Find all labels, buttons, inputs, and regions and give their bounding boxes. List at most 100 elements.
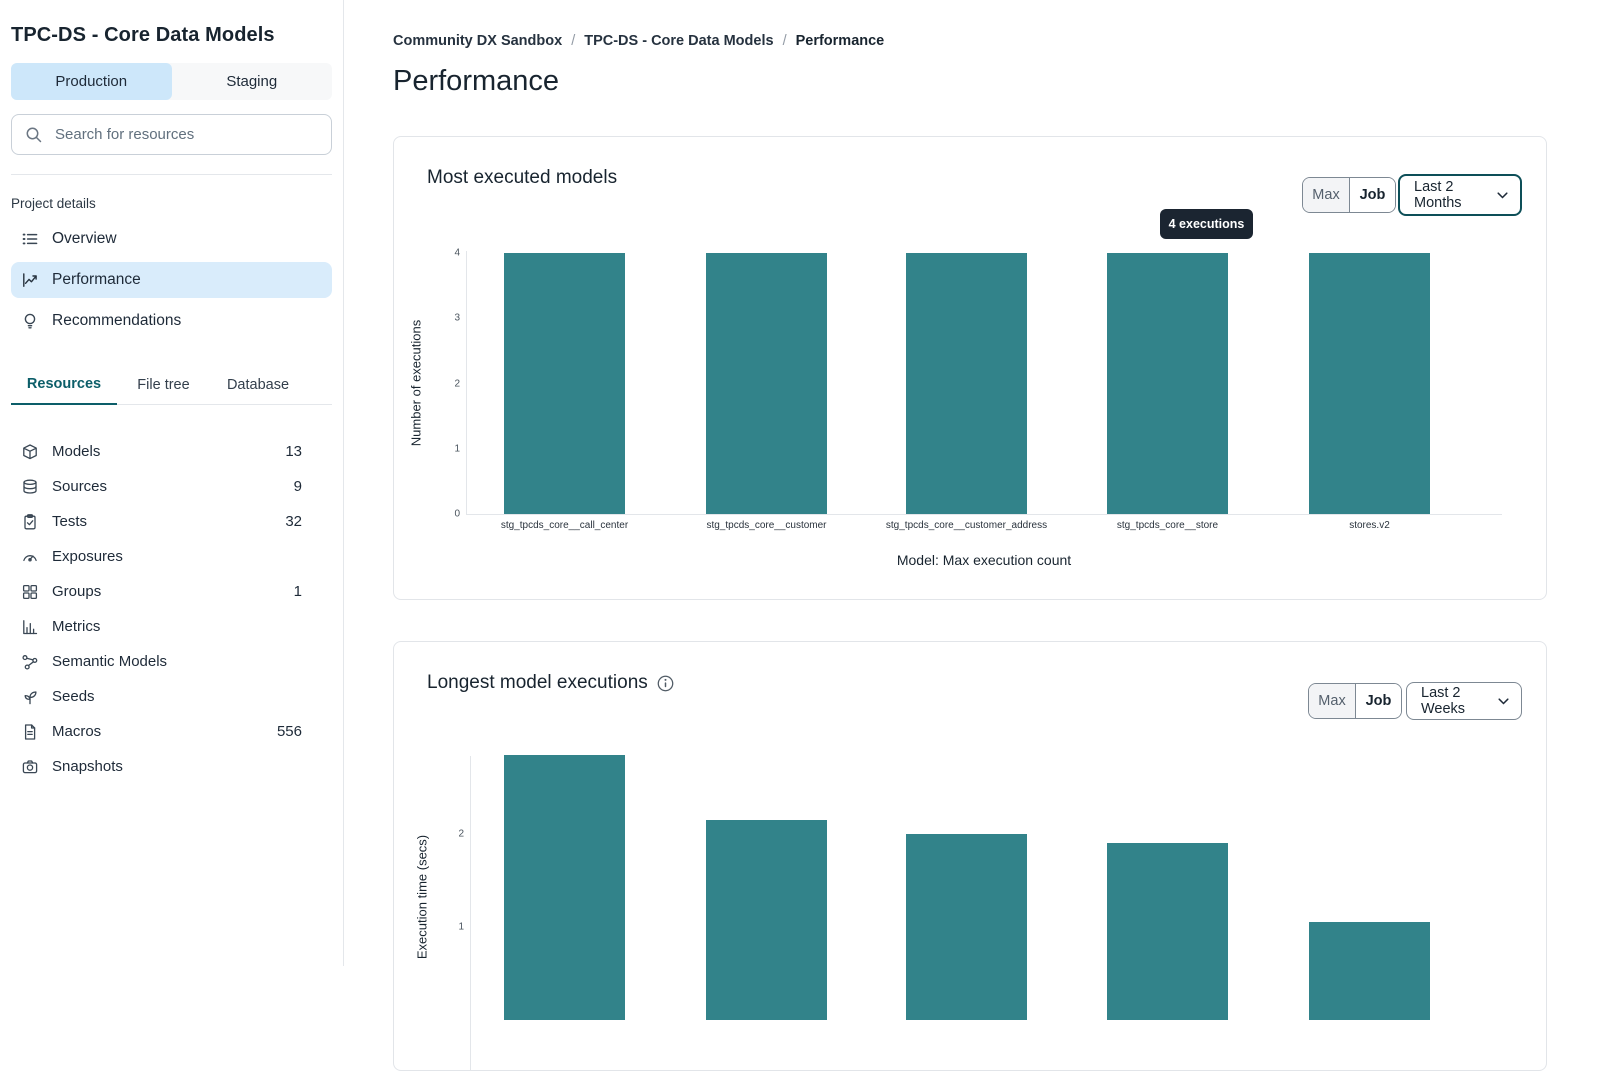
- y-axis-line: [466, 251, 467, 514]
- sidebar-item-label: Overview: [52, 230, 117, 247]
- y-axis-tick: 1: [458, 921, 464, 933]
- bar[interactable]: [1309, 253, 1430, 514]
- time-range-value: Last 2 Months: [1414, 179, 1462, 211]
- search-box[interactable]: [11, 114, 332, 155]
- bar[interactable]: [906, 834, 1027, 1020]
- resource-label: Semantic Models: [52, 653, 168, 670]
- trend-chart-icon: [21, 271, 39, 289]
- max-button[interactable]: Max: [1309, 684, 1355, 718]
- sidebar-divider: [11, 174, 332, 175]
- resource-row-snapshots[interactable]: Snapshots: [11, 749, 332, 784]
- search-input[interactable]: [53, 125, 319, 144]
- resource-label: Groups: [52, 583, 102, 600]
- sidebar-item-performance[interactable]: Performance: [11, 262, 332, 298]
- camera-icon: [21, 758, 39, 776]
- resource-row-exposures[interactable]: Exposures: [11, 539, 332, 574]
- chevron-down-icon: [1497, 191, 1508, 199]
- aggregate-toggle: Max Job: [1302, 177, 1396, 213]
- breadcrumb: Community DX Sandbox / TPC-DS - Core Dat…: [393, 33, 1621, 49]
- chevron-down-icon: [1498, 697, 1509, 705]
- bar[interactable]: [1107, 253, 1228, 514]
- time-range-dropdown[interactable]: Last 2 Months: [1398, 174, 1522, 216]
- x-axis-category-label: stg_tpcds_core__customer_address: [885, 520, 1048, 531]
- bar-chart-icon: [21, 618, 39, 636]
- longest-model-executions-card: Longest model executions Max Job Last 2 …: [393, 641, 1547, 1071]
- bar[interactable]: [706, 253, 827, 514]
- database-icon: [21, 478, 39, 496]
- breadcrumb-current-page: Performance: [795, 33, 885, 49]
- bar[interactable]: [1107, 843, 1228, 1020]
- list-icon: [21, 230, 39, 248]
- bar-chart-executions: Number of executions 0 1 2 3 4 stg_tpcds_core_…: [394, 137, 1546, 599]
- y-axis-title: Number of executions: [408, 319, 424, 447]
- chart-tooltip: 4 executions: [1160, 209, 1253, 239]
- resource-label: Tests: [52, 513, 88, 530]
- bar-chart-execution-time: Execution time (secs) 1 2: [394, 642, 1546, 1070]
- chart-title: Most executed models: [427, 167, 617, 189]
- y-axis-tick: 1: [454, 443, 460, 455]
- cube-icon: [21, 443, 39, 461]
- x-axis-line: [466, 514, 1502, 515]
- resource-count: 9: [293, 478, 302, 495]
- resource-row-macros[interactable]: Macros 556: [11, 714, 332, 749]
- page-title: Performance: [393, 65, 560, 97]
- resource-count: 556: [276, 723, 302, 740]
- job-button[interactable]: Job: [1349, 178, 1395, 212]
- resource-row-seeds[interactable]: Seeds: [11, 679, 332, 714]
- sidebar-item-overview[interactable]: Overview: [11, 221, 332, 257]
- y-axis-tick: 2: [454, 378, 460, 389]
- resource-row-groups[interactable]: Groups 1: [11, 574, 332, 609]
- y-axis-line: [470, 756, 471, 1070]
- sidebar-item-label: Recommendations: [52, 312, 182, 329]
- resource-count: 13: [285, 443, 302, 460]
- y-axis-tick: 3: [454, 312, 460, 324]
- info-icon[interactable]: [657, 675, 674, 692]
- breadcrumb-link-project[interactable]: TPC-DS - Core Data Models: [584, 33, 774, 49]
- sidebar: TPC-DS - Core Data Models Production Sta…: [0, 0, 344, 966]
- tab-resources[interactable]: Resources: [11, 368, 117, 405]
- y-axis-title: Execution time (secs): [414, 834, 430, 960]
- graph-nodes-icon: [21, 653, 39, 671]
- x-axis-category-label: stores.v2: [1349, 520, 1390, 531]
- resource-row-tests[interactable]: Tests 32: [11, 504, 332, 539]
- bar[interactable]: [504, 253, 625, 514]
- bar[interactable]: [1309, 922, 1430, 1020]
- time-range-dropdown[interactable]: Last 2 Weeks: [1406, 682, 1522, 720]
- bar[interactable]: [906, 253, 1027, 514]
- y-axis-tick: 4: [454, 247, 460, 259]
- chart-title-text: Longest model executions: [427, 672, 648, 693]
- breadcrumb-separator: /: [782, 33, 787, 49]
- env-tab-production[interactable]: Production: [11, 63, 172, 100]
- search-icon: [24, 125, 44, 145]
- resource-row-sources[interactable]: Sources 9: [11, 469, 332, 504]
- tab-file-tree[interactable]: File tree: [117, 368, 210, 404]
- x-axis-title: Model: Max execution count: [896, 552, 1072, 568]
- x-axis-category-label: stg_tpcds_core__customer: [706, 520, 827, 531]
- resource-row-models[interactable]: Models 13: [11, 434, 332, 469]
- env-tab-staging[interactable]: Staging: [172, 63, 333, 100]
- job-button[interactable]: Job: [1355, 684, 1401, 718]
- environment-toggle: Production Staging: [11, 63, 332, 100]
- resource-row-metrics[interactable]: Metrics: [11, 609, 332, 644]
- project-nav: Overview Performance Recommendations: [11, 221, 332, 339]
- resource-count: 32: [285, 513, 302, 530]
- grid-icon: [21, 583, 39, 601]
- project-title: TPC-DS - Core Data Models: [11, 24, 275, 46]
- y-axis-tick: 2: [458, 828, 464, 840]
- breadcrumb-separator: /: [571, 33, 576, 49]
- breadcrumb-link-sandbox[interactable]: Community DX Sandbox: [393, 33, 563, 49]
- aggregate-toggle: Max Job: [1308, 683, 1402, 719]
- bar[interactable]: [504, 754, 625, 1020]
- time-range-value: Last 2 Weeks: [1421, 685, 1466, 717]
- tab-database[interactable]: Database: [210, 368, 306, 404]
- clipboard-check-icon: [21, 513, 39, 531]
- bar[interactable]: [706, 820, 827, 1020]
- sidebar-item-recommendations[interactable]: Recommendations: [11, 303, 332, 339]
- seedling-icon: [21, 688, 39, 706]
- most-executed-models-card: Most executed models Max Job Last 2 Mont…: [393, 136, 1547, 600]
- y-axis-tick: 0: [454, 508, 460, 520]
- resource-row-semantic-models[interactable]: Semantic Models: [11, 644, 332, 679]
- max-button[interactable]: Max: [1303, 178, 1349, 212]
- main-content: Community DX Sandbox / TPC-DS - Core Dat…: [345, 0, 1621, 1071]
- project-details-label: Project details: [11, 196, 96, 211]
